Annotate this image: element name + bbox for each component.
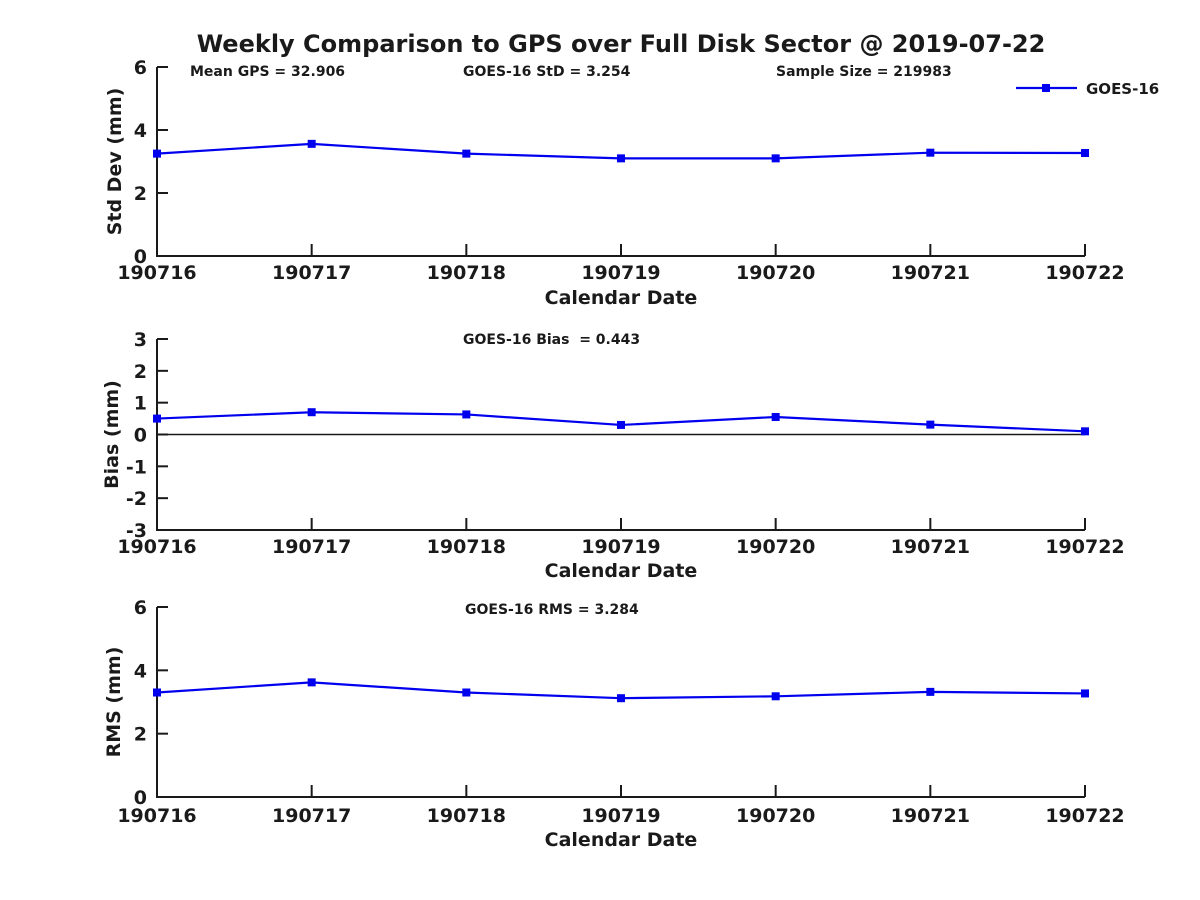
xlabel-calendar-date-2: Calendar Date [545, 560, 698, 582]
y-tick-label: 0 [134, 787, 147, 809]
ylabel-std-dev: Std Dev (mm) [104, 88, 126, 236]
x-tick-label: 190717 [272, 805, 351, 827]
y-tick-label: 6 [134, 597, 147, 619]
data-marker-rms-190717 [307, 678, 316, 687]
xlabel-calendar-date-3: Calendar Date [545, 829, 698, 851]
data-marker-std-dev-190718 [462, 149, 471, 158]
x-tick-label: 190718 [427, 262, 506, 284]
y-tick-label: -1 [126, 456, 147, 478]
ylabel-bias: Bias (mm) [101, 380, 123, 489]
plot-areas: 0 2 4 6 190716 190717 190718 190719 190720 190721… [117, 57, 1124, 827]
x-tick-label: 190718 [427, 805, 506, 827]
y-tick-label: 0 [134, 246, 147, 268]
annotation-goes16-rms: GOES-16 RMS = 3.284 [465, 602, 639, 618]
data-marker-rms-190722 [1081, 689, 1089, 698]
x-tick-label: 190722 [1045, 536, 1124, 558]
legend-label: GOES-16 [1086, 80, 1159, 98]
x-tick-label: 190722 [1045, 805, 1124, 827]
chart-title: Weekly Comparison to GPS over Full Disk … [197, 30, 1046, 58]
y-tick-label: 1 [134, 393, 147, 415]
data-marker-std-dev-190722 [1081, 148, 1089, 157]
data-marker-bias-190721 [926, 420, 935, 429]
y-tick-label: 4 [134, 660, 147, 682]
x-tick-label: 190721 [891, 805, 970, 827]
x-tick-label: 190717 [272, 536, 351, 558]
data-marker-rms-190720 [771, 692, 780, 701]
x-tick-label: 190720 [736, 262, 815, 284]
y-tick-label: 6 [134, 57, 147, 79]
x-tick-label: 190720 [736, 805, 815, 827]
y-tick-label: 2 [134, 183, 147, 205]
data-marker-rms-190719 [617, 694, 625, 703]
x-tick-label: 190716 [117, 536, 196, 558]
legend-marker [1042, 84, 1050, 92]
data-marker-bias-190718 [462, 410, 471, 419]
x-tick-label: 190721 [891, 262, 970, 284]
y-tick-label: 3 [134, 329, 147, 351]
xlabel-calendar-date-1: Calendar Date [545, 287, 698, 309]
data-marker-std-dev-190717 [307, 139, 316, 148]
x-tick-label: 190716 [117, 805, 196, 827]
y-tick-label: 0 [134, 425, 147, 447]
data-marker-std-dev-190721 [926, 148, 935, 157]
annotation-goes16-bias: GOES-16 Bias = 0.443 [463, 332, 640, 348]
y-tick-label: 2 [134, 361, 147, 383]
x-tick-label: 190720 [736, 536, 815, 558]
y-tick-label: 2 [134, 724, 147, 746]
legend: GOES-16 [1016, 80, 1159, 98]
data-marker-bias-190716 [153, 414, 161, 423]
x-tick-label: 190718 [427, 536, 506, 558]
x-tick-label: 190719 [581, 536, 660, 558]
data-marker-rms-190721 [926, 687, 935, 696]
data-marker-rms-190716 [153, 688, 161, 697]
x-tick-label: 190716 [117, 262, 196, 284]
x-tick-label: 190722 [1045, 262, 1124, 284]
x-tick-label: 190717 [272, 262, 351, 284]
y-tick-label: 4 [134, 120, 147, 142]
y-tick-label: -2 [126, 488, 147, 510]
x-tick-label: 190721 [891, 536, 970, 558]
data-marker-std-dev-190719 [617, 154, 625, 163]
data-marker-bias-190717 [307, 408, 316, 417]
annotation-sample-size: Sample Size = 219983 [776, 64, 952, 80]
y-tick-label: -3 [126, 520, 147, 542]
x-tick-label: 190719 [581, 262, 660, 284]
annotation-goes16-std: GOES-16 StD = 3.254 [463, 64, 631, 80]
annotation-mean-gps: Mean GPS = 32.906 [190, 64, 345, 80]
data-marker-bias-190719 [617, 420, 625, 429]
data-marker-std-dev-190716 [153, 149, 161, 158]
data-marker-rms-190718 [462, 688, 471, 697]
ylabel-rms: RMS (mm) [103, 647, 125, 758]
data-marker-bias-190722 [1081, 427, 1089, 436]
data-marker-bias-190720 [771, 412, 780, 421]
x-tick-label: 190719 [581, 805, 660, 827]
data-marker-std-dev-190720 [771, 154, 780, 163]
